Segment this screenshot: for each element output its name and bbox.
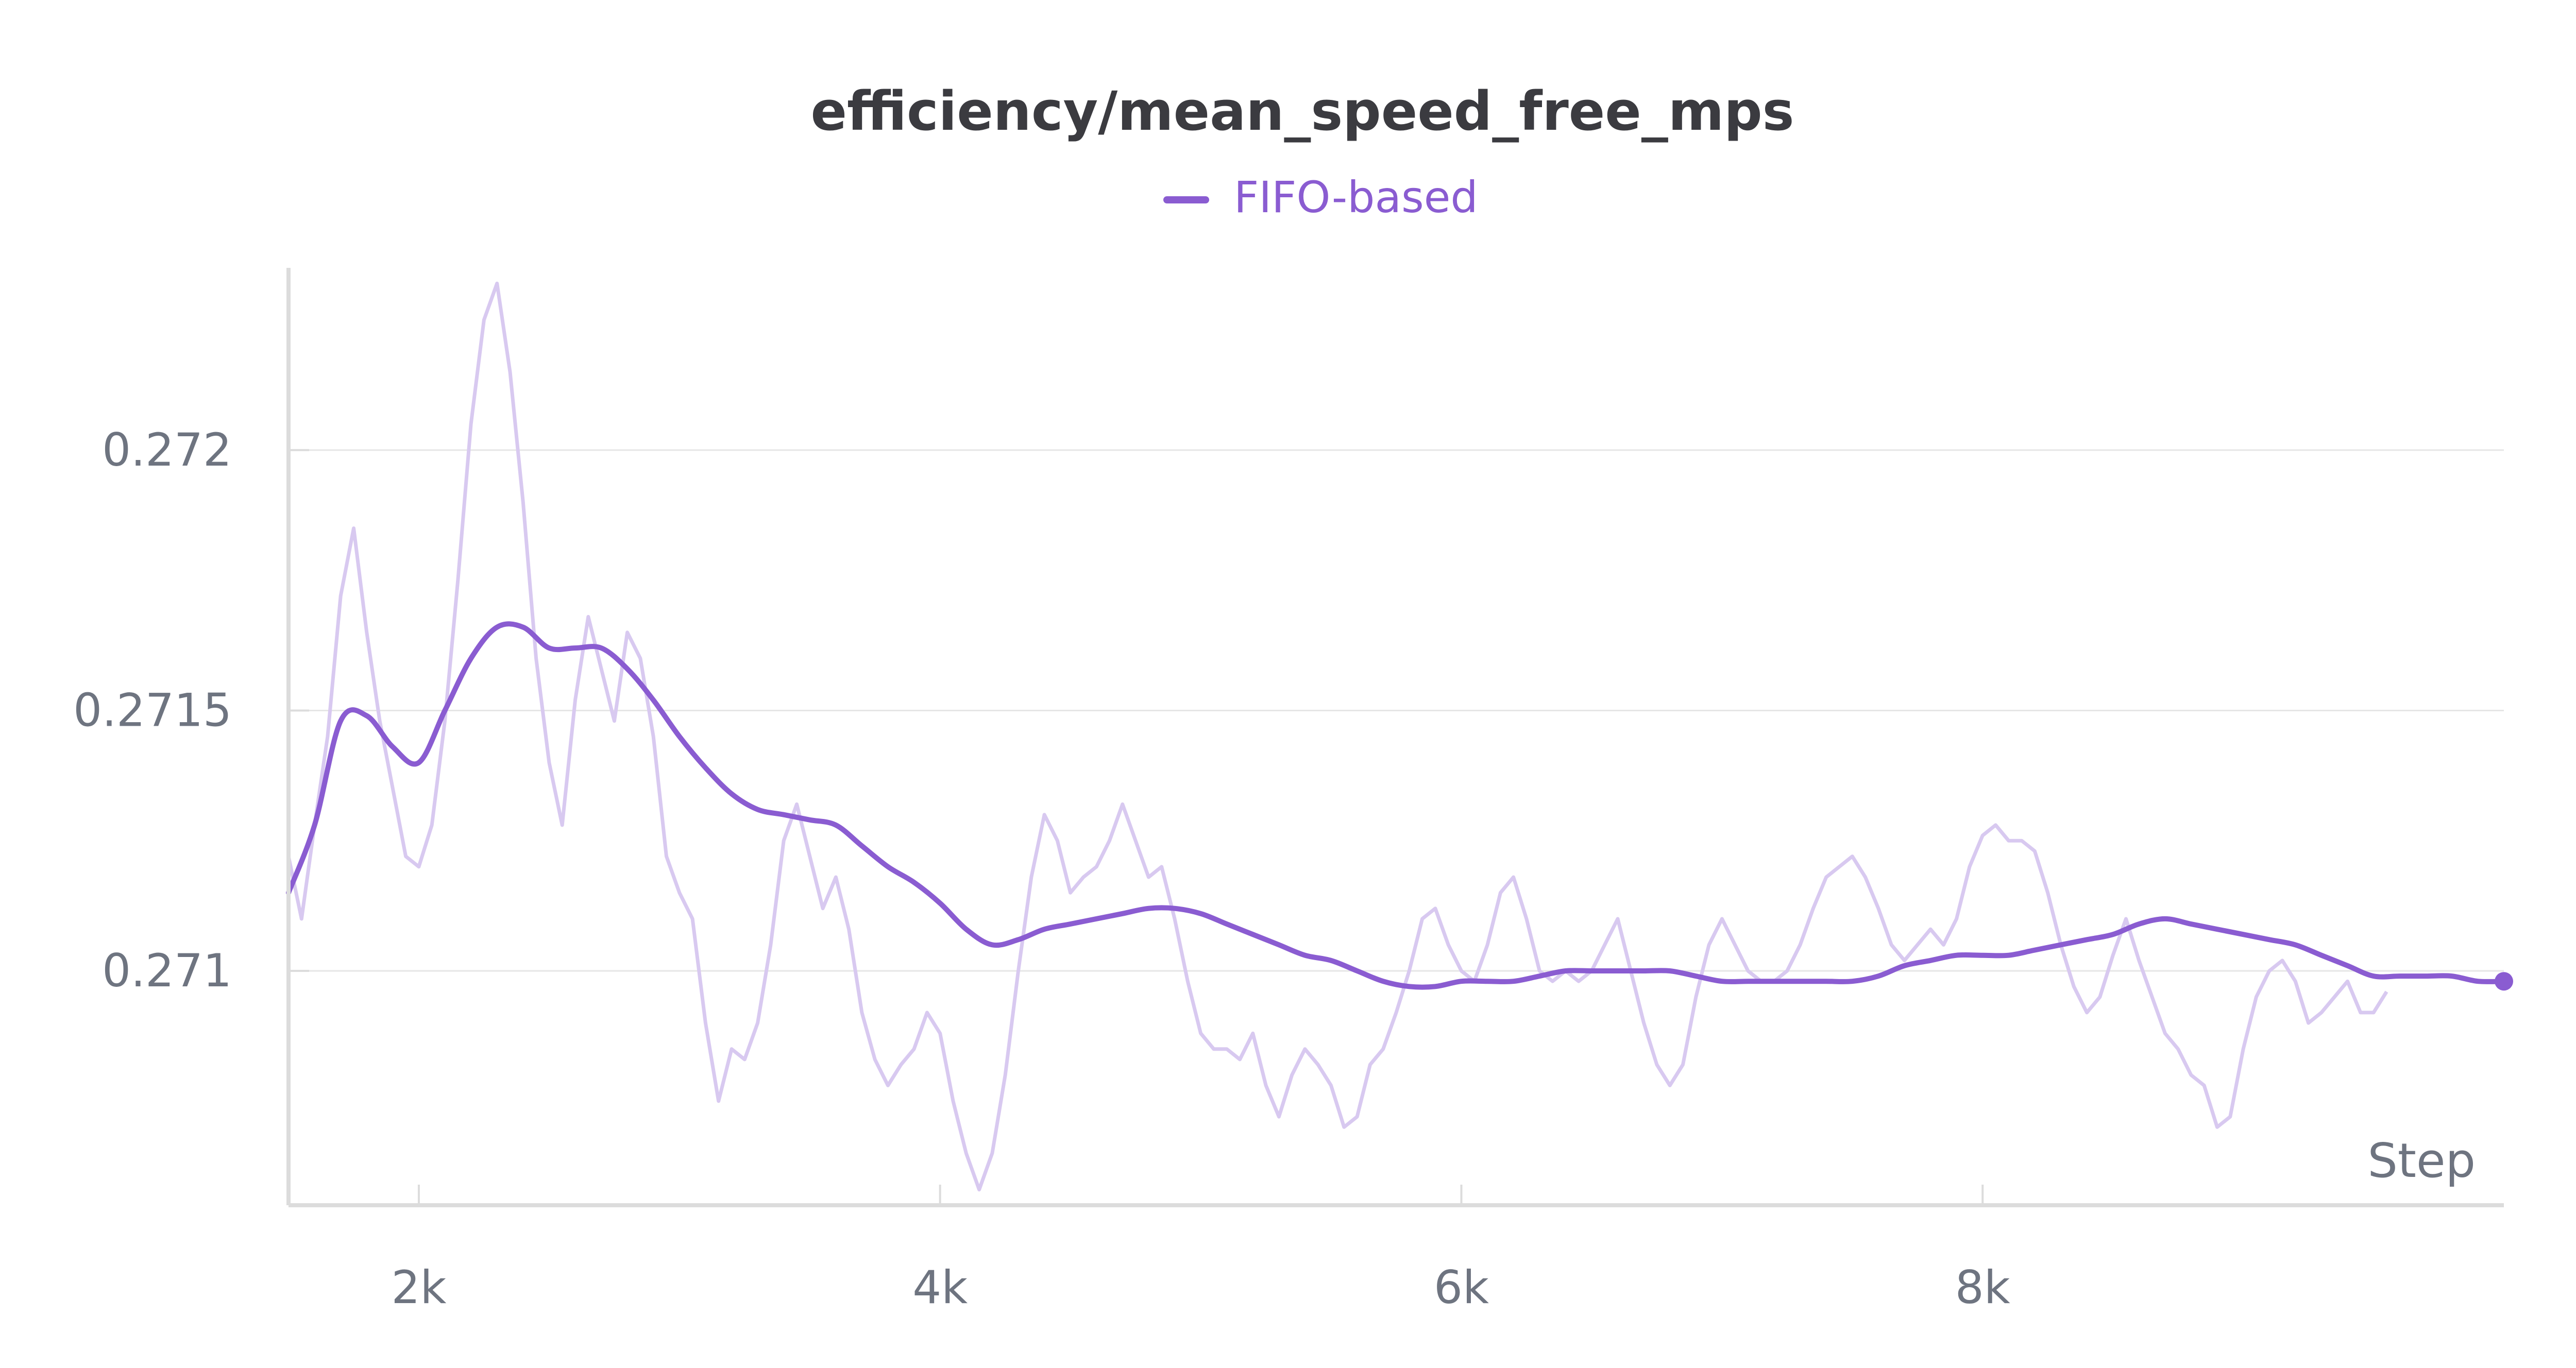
series-line-fifo-based: [286, 621, 2506, 990]
x-axis-label: Step: [2368, 1133, 2476, 1188]
tick-labels: 0.271 0.2715 0.272 2k 4k 6k 8k: [73, 423, 2010, 1314]
legend-label-fifo-based: FIFO-based: [1234, 172, 1478, 223]
y-tick-label: 0.271: [102, 944, 232, 997]
x-tick-label: 4k: [912, 1261, 968, 1314]
series-end-marker: [2495, 972, 2513, 991]
x-tick-label: 2k: [391, 1261, 446, 1314]
raw-series-line: [286, 281, 2388, 1192]
chart-title: efficiency/mean_speed_free_mps: [810, 80, 1794, 143]
y-tick-label: 0.272: [102, 423, 232, 476]
smoothed-series: [286, 621, 2513, 991]
grid: [289, 449, 2504, 972]
x-tick-label: 6k: [1434, 1261, 1489, 1314]
axes: [286, 268, 2504, 1207]
y-tick-label: 0.2715: [73, 683, 232, 737]
x-tick-label: 8k: [1955, 1261, 2010, 1314]
legend[interactable]: FIFO-based: [1163, 172, 1478, 223]
raw-series: [286, 281, 2388, 1192]
